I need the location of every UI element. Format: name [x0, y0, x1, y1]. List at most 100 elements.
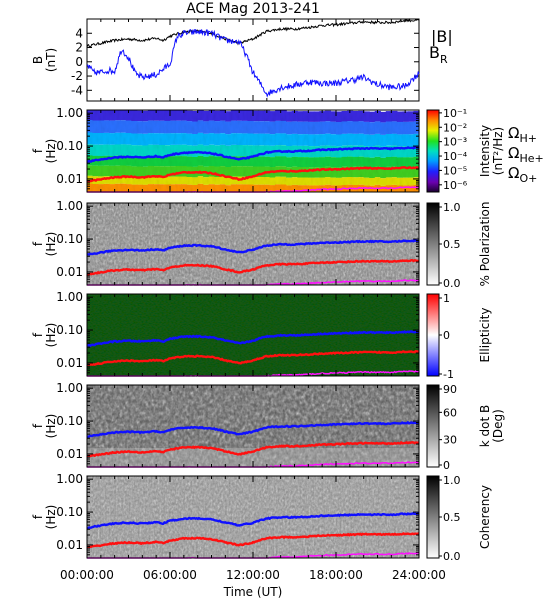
- magnetic-field-panel: 420-2-4 B (nT) |B| BR: [31, 18, 453, 102]
- colorbar-tick-label: 10⁻³: [443, 136, 467, 149]
- colorbar: [426, 384, 440, 468]
- y-tick-label: 0.10: [56, 232, 83, 246]
- y-axis-unit: (Hz): [44, 323, 58, 348]
- colorbar-tick-label: 10⁻⁶: [443, 179, 468, 192]
- legend-br-subscript: R: [440, 53, 448, 66]
- colorbar-label: k dot B: [478, 405, 492, 447]
- field-lines: [86, 18, 420, 98]
- x-tick-label: 00:00:00: [60, 568, 114, 582]
- legend-omega-h: ΩH+: [508, 124, 537, 145]
- colorbar-tick-label: 10⁻²: [443, 121, 467, 134]
- legend-omega-o: ΩO+: [508, 164, 537, 185]
- y-tick-label: 0.10: [56, 323, 83, 337]
- colorbar-tick-label: 1.0: [443, 474, 461, 487]
- x-axis-label: Time (UT): [223, 585, 283, 599]
- y-tick-label: 1.00: [56, 199, 83, 213]
- k-dot-b-panel: [87, 385, 419, 467]
- y-tick-label: 2: [75, 41, 83, 55]
- y-tick-label: 4: [75, 26, 83, 40]
- y-tick-label: 0.10: [56, 414, 83, 428]
- legend-omega-h-symbol: Ω: [508, 124, 519, 142]
- y-axis-label: B: [31, 56, 45, 64]
- y-axis-unit: (nT): [44, 48, 58, 72]
- y-axis-unit: (Hz): [44, 414, 58, 439]
- coherency-panel: [87, 476, 419, 558]
- intensity-texture: [87, 110, 419, 192]
- colorbar: [426, 293, 440, 377]
- gyro-line: [86, 532, 420, 549]
- colorbar-tick-label: 0: [443, 459, 450, 472]
- x-tick-label: 18:00:00: [309, 568, 363, 582]
- y-tick-label: 0.01: [56, 356, 83, 370]
- legend-omega-he-subscript: He+: [519, 152, 543, 165]
- coherency-texture: [87, 476, 419, 558]
- y-axis-label: f: [31, 148, 45, 153]
- gyro-line: [86, 350, 420, 367]
- colorbar-tick-label: 0.0: [443, 550, 461, 563]
- colorbar: [426, 109, 440, 193]
- ellipticity-panel: [87, 294, 419, 376]
- gyro-line: [86, 259, 420, 277]
- colorbar-label: Coherency: [478, 485, 492, 549]
- legend-omega-he: ΩHe+: [508, 144, 544, 165]
- time-axis: 00:00:00 06:00:00 12:00:00 18:00:00 24:00:00: [60, 568, 446, 582]
- x-tick-label: 12:00:00: [226, 568, 280, 582]
- y-axis-label: f: [31, 332, 45, 337]
- colorbar: [426, 475, 440, 559]
- legend-br: BR: [429, 43, 448, 66]
- legend-omega-he-symbol: Ω: [508, 144, 519, 162]
- colorbar-tick-label: 0.0: [443, 277, 461, 290]
- y-ticks: 420-2-4: [71, 26, 419, 97]
- colorbar-unit: (nT²/Hz): [491, 127, 505, 175]
- y-axis-unit: (Hz): [44, 505, 58, 530]
- gyro-line: [86, 330, 420, 347]
- y-axis-label: f: [31, 423, 45, 428]
- panel-frame: [86, 18, 420, 102]
- y-axis-unit: (Hz): [44, 232, 58, 257]
- y-axis-unit: (Hz): [44, 139, 58, 164]
- spectrogram-frames: 1.000.100.01f (Hz)1.000.100.01f (Hz)1.000.…: [31, 19, 420, 559]
- legend-btotal: |B|: [431, 27, 453, 46]
- colorbar-tick-label: 90: [443, 383, 457, 396]
- colorbar-tick-label: 0.5: [443, 511, 461, 524]
- y-tick-label: -2: [71, 69, 83, 83]
- intensity-spectrogram-panel: [87, 110, 420, 192]
- y-tick-label: 0: [75, 55, 83, 69]
- x-tick-label: 06:00:00: [143, 568, 197, 582]
- figure-title: ACE Mag 2013-241: [186, 1, 320, 17]
- gyro-line: [86, 421, 420, 439]
- gyro-line: [86, 165, 420, 183]
- colorbar-label: % Polarization: [478, 202, 492, 287]
- gyro-line: [86, 512, 420, 530]
- colorbar-unit: (Deg): [491, 409, 505, 443]
- y-tick-label: 0.01: [56, 172, 83, 186]
- colorbar-tick-label: 1.0: [443, 201, 461, 214]
- colorbar: [426, 202, 440, 286]
- colorbar-tick-label: 10⁻⁵: [443, 164, 467, 177]
- colorbar-tick-label: 0: [443, 329, 450, 342]
- colorbar-label: Ellipticity: [478, 308, 492, 363]
- y-tick-label: 0.01: [56, 447, 83, 461]
- colorbar-tick-label: 10⁻¹: [443, 107, 467, 120]
- gyro-line: [86, 239, 420, 256]
- colorbars: 10⁻¹10⁻² 10⁻³10⁻⁴10⁻⁵ 10⁻⁶ Intensity (nT²/Hz…: [426, 107, 505, 563]
- colorbar-tick-label: 10⁻⁴: [443, 150, 468, 163]
- y-tick-label: 0.10: [56, 139, 83, 153]
- y-axis-label: f: [31, 514, 45, 519]
- y-tick-label: 0.10: [56, 505, 83, 519]
- y-tick-label: 0.01: [56, 265, 83, 279]
- gyro-line: [86, 441, 420, 458]
- colorbar-tick-label: 30: [443, 434, 457, 447]
- y-tick-label: -4: [71, 83, 83, 97]
- y-tick-label: 1.00: [56, 472, 83, 486]
- colorbar-label: Intensity: [478, 125, 492, 177]
- gyro-legend: ΩH+ ΩHe+ ΩO+: [508, 124, 544, 185]
- y-tick-label: 1.00: [56, 381, 83, 395]
- colorbar-tick-label: 60: [443, 406, 457, 419]
- polarization-panel: [87, 203, 419, 285]
- gyro-line: [86, 146, 420, 164]
- series-line: [86, 18, 420, 48]
- series-line: [86, 28, 420, 98]
- y-tick-label: 1.00: [56, 290, 83, 304]
